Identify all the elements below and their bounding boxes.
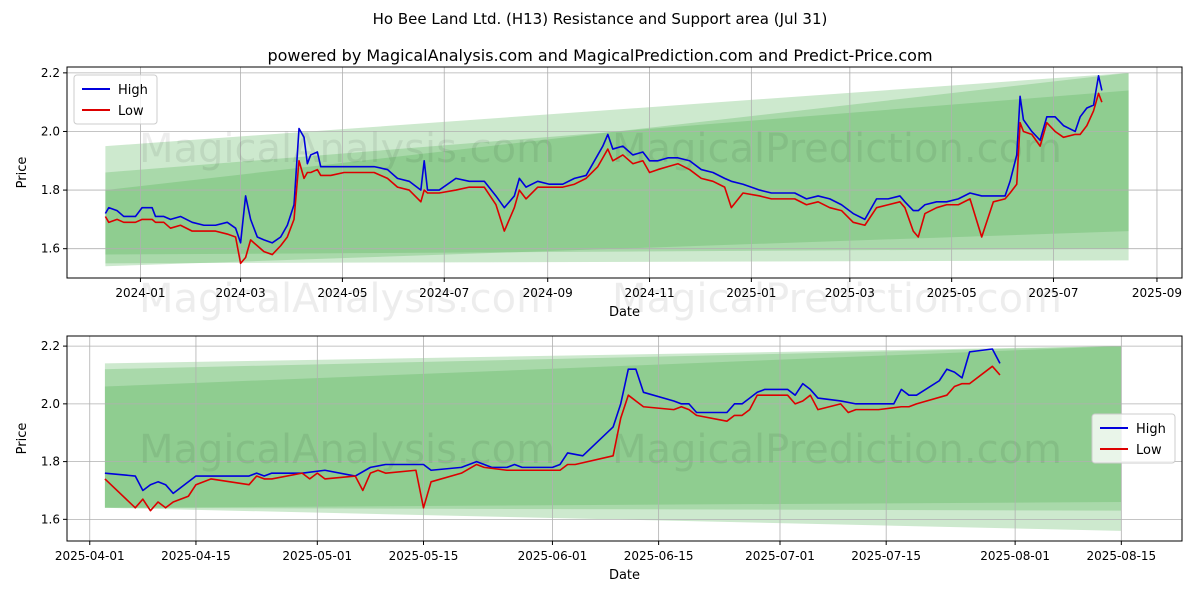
legend-label-high: High [1136, 422, 1166, 437]
x-axis-label: Date [609, 305, 640, 320]
y-tick-label: 1.6 [41, 512, 60, 526]
legend-label-high: High [118, 83, 148, 98]
series-line-high [104, 348, 1001, 495]
x-tick-label: 2024-07 [419, 286, 469, 300]
band-2 [105, 72, 1129, 267]
grid [67, 336, 1182, 541]
y-tick-label: 1.8 [41, 183, 60, 197]
series-lines [104, 74, 1103, 265]
series-line-low [104, 92, 1103, 265]
y-axis-label: Price [15, 157, 30, 189]
watermark-text: MagicalPrediction.com [612, 427, 1062, 473]
series-lines [104, 348, 1001, 512]
band-0 [104, 346, 1122, 511]
watermark-text: MagicalPrediction.com [612, 126, 1062, 172]
x-tick-label: 2025-06-01 [518, 549, 588, 563]
legend-box [73, 74, 158, 125]
y-tick-label: 2.2 [41, 339, 60, 353]
axes-frame [66, 335, 1183, 542]
watermark-text: MagicalPrediction.com [612, 276, 1062, 322]
x-tick-label: 2024-03 [216, 286, 266, 300]
legend-label-low: Low [118, 104, 144, 119]
x-tick-label: 2025-07-15 [851, 549, 921, 563]
x-tick-label: 2025-04-15 [161, 549, 231, 563]
watermark-text: MagicalAnalysis.com [139, 276, 555, 322]
x-tick-label: 2025-06-15 [624, 549, 694, 563]
chart-title: Ho Bee Land Ltd. (H13) Resistance and Su… [372, 10, 828, 28]
watermark-text: MagicalAnalysis.com [139, 126, 555, 172]
band-0 [105, 72, 1129, 264]
y-tick-label: 2.0 [41, 124, 60, 138]
x-tick-label: 2025-05-01 [282, 549, 352, 563]
y-tick-label: 2.2 [41, 66, 60, 80]
x-tick-label: 2025-07 [1028, 286, 1078, 300]
x-axis-label: Date [609, 568, 640, 583]
x-tick-label: 2024-09 [523, 286, 573, 300]
x-tick-label: 2025-09 [1132, 286, 1182, 300]
x-tick-label: 2025-04-01 [55, 549, 125, 563]
y-tick-label: 1.8 [41, 455, 60, 469]
bottom-chart-panel: MagicalAnalysis.com MagicalPrediction.com… [15, 335, 1183, 583]
chart-subtitle: powered by MagicalAnalysis.com and Magic… [267, 46, 933, 65]
x-tick-label: 2025-07-01 [745, 549, 815, 563]
x-tick-label: 2025-05 [927, 286, 977, 300]
legend: High Low [73, 74, 158, 125]
legend-box [1091, 413, 1176, 464]
watermark-text: MagicalAnalysis.com [139, 427, 555, 473]
y-axis-label: Price [15, 423, 30, 455]
grid [67, 67, 1182, 278]
y-tick-label: 2.0 [41, 397, 60, 411]
x-tick-label: 2025-05-15 [389, 549, 459, 563]
x-tick-label: 2025-08-15 [1086, 549, 1156, 563]
axes-frame [66, 66, 1183, 279]
x-tick-label: 2024-01 [115, 286, 165, 300]
x-tick-label: 2025-01 [726, 286, 776, 300]
x-tick-label: 2025-03 [825, 286, 875, 300]
legend-label-low: Low [1136, 443, 1162, 458]
x-tick-label: 2024-05 [317, 286, 367, 300]
legend: High Low [1091, 413, 1176, 464]
x-tick-label: 2025-08-01 [980, 549, 1050, 563]
top-chart-panel: MagicalAnalysis.com MagicalPrediction.com… [15, 66, 1183, 322]
x-tick-label: 2024-11 [624, 286, 674, 300]
series-line-low [104, 365, 1001, 512]
y-tick-label: 1.6 [41, 242, 60, 256]
series-line-high [104, 74, 1103, 244]
